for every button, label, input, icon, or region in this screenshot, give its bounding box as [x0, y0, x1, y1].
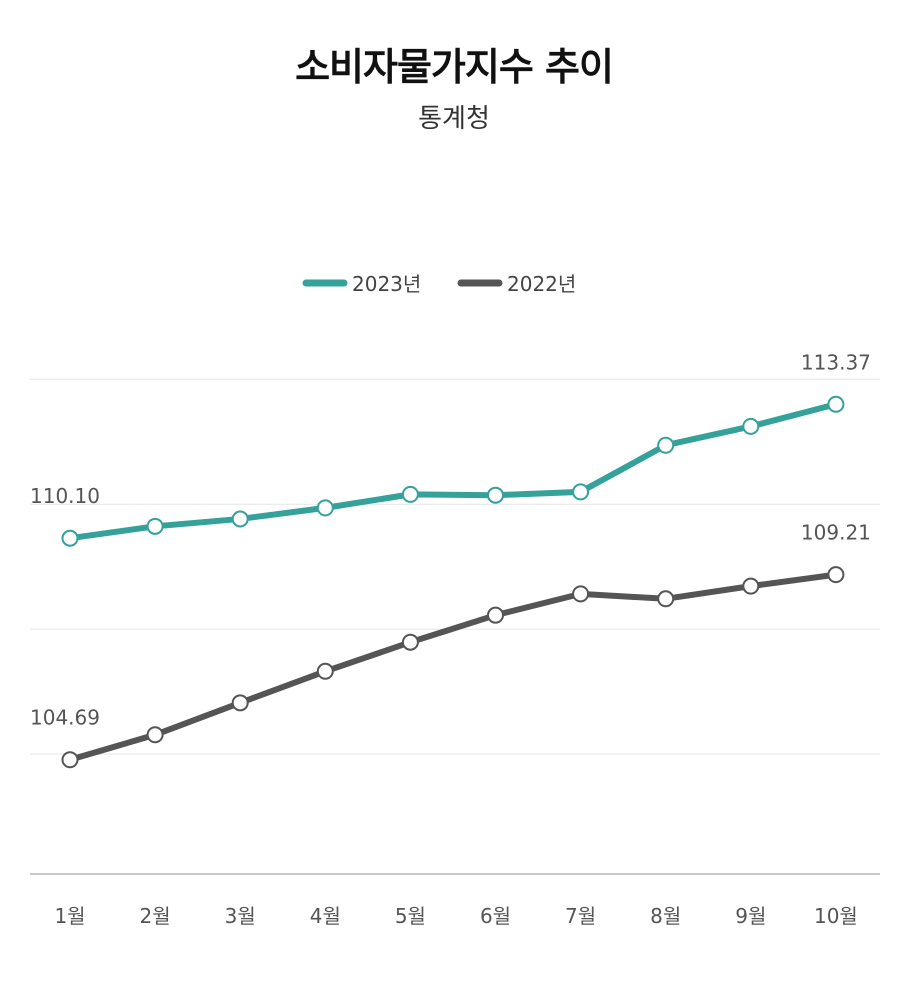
data-label: 109.21	[801, 521, 871, 545]
data-point	[742, 417, 760, 435]
x-tick-label: 10월	[814, 904, 858, 928]
data-point	[61, 751, 79, 769]
data-point	[401, 633, 419, 651]
data-point	[657, 436, 675, 454]
data-labels: 110.10 113.37 104.69 109.21	[30, 350, 871, 729]
data-point	[316, 662, 334, 680]
data-label: 110.10	[30, 484, 100, 508]
data-point	[231, 694, 249, 712]
x-tick-label: 3월	[225, 904, 256, 928]
chart-subtitle: 통계청	[418, 104, 490, 134]
x-tick-label: 8월	[650, 904, 681, 928]
x-tick-label: 2월	[140, 904, 171, 928]
data-point	[316, 499, 334, 517]
data-point	[487, 486, 504, 504]
data-point	[827, 566, 845, 584]
data-point	[742, 577, 760, 595]
data-point	[401, 485, 419, 503]
data-point	[827, 395, 845, 413]
x-tick-label: 5월	[395, 904, 426, 928]
data-point	[572, 585, 590, 603]
legend: 2023년 2022년	[302, 272, 576, 296]
data-point	[657, 590, 675, 608]
data-point	[572, 483, 590, 501]
legend-label: 2022년	[507, 272, 576, 296]
legend-label: 2023년	[352, 272, 421, 296]
data-point	[61, 529, 79, 547]
data-point	[146, 517, 164, 535]
x-tick-label: 4월	[310, 904, 341, 928]
data-point	[146, 726, 164, 744]
series-lines	[61, 395, 845, 769]
legend-item: 2022년	[457, 272, 576, 296]
data-point	[231, 510, 249, 528]
chart-title: 소비자물가지수 추이	[295, 45, 614, 89]
x-tick-label: 9월	[735, 904, 766, 928]
legend-item: 2023년	[302, 272, 421, 296]
data-point	[487, 606, 504, 624]
series-line	[67, 571, 839, 763]
x-tick-label: 1월	[54, 904, 85, 928]
x-tick-label: 6월	[480, 904, 511, 928]
grid-lines	[30, 378, 880, 755]
x-axis: 1월 2월 3월 4월 5월 6월 7월 8월 9월 10월	[30, 873, 880, 928]
x-tick-label: 7월	[565, 904, 596, 928]
data-label: 113.37	[801, 350, 871, 374]
series-line	[67, 401, 839, 542]
data-label: 104.69	[30, 706, 100, 730]
